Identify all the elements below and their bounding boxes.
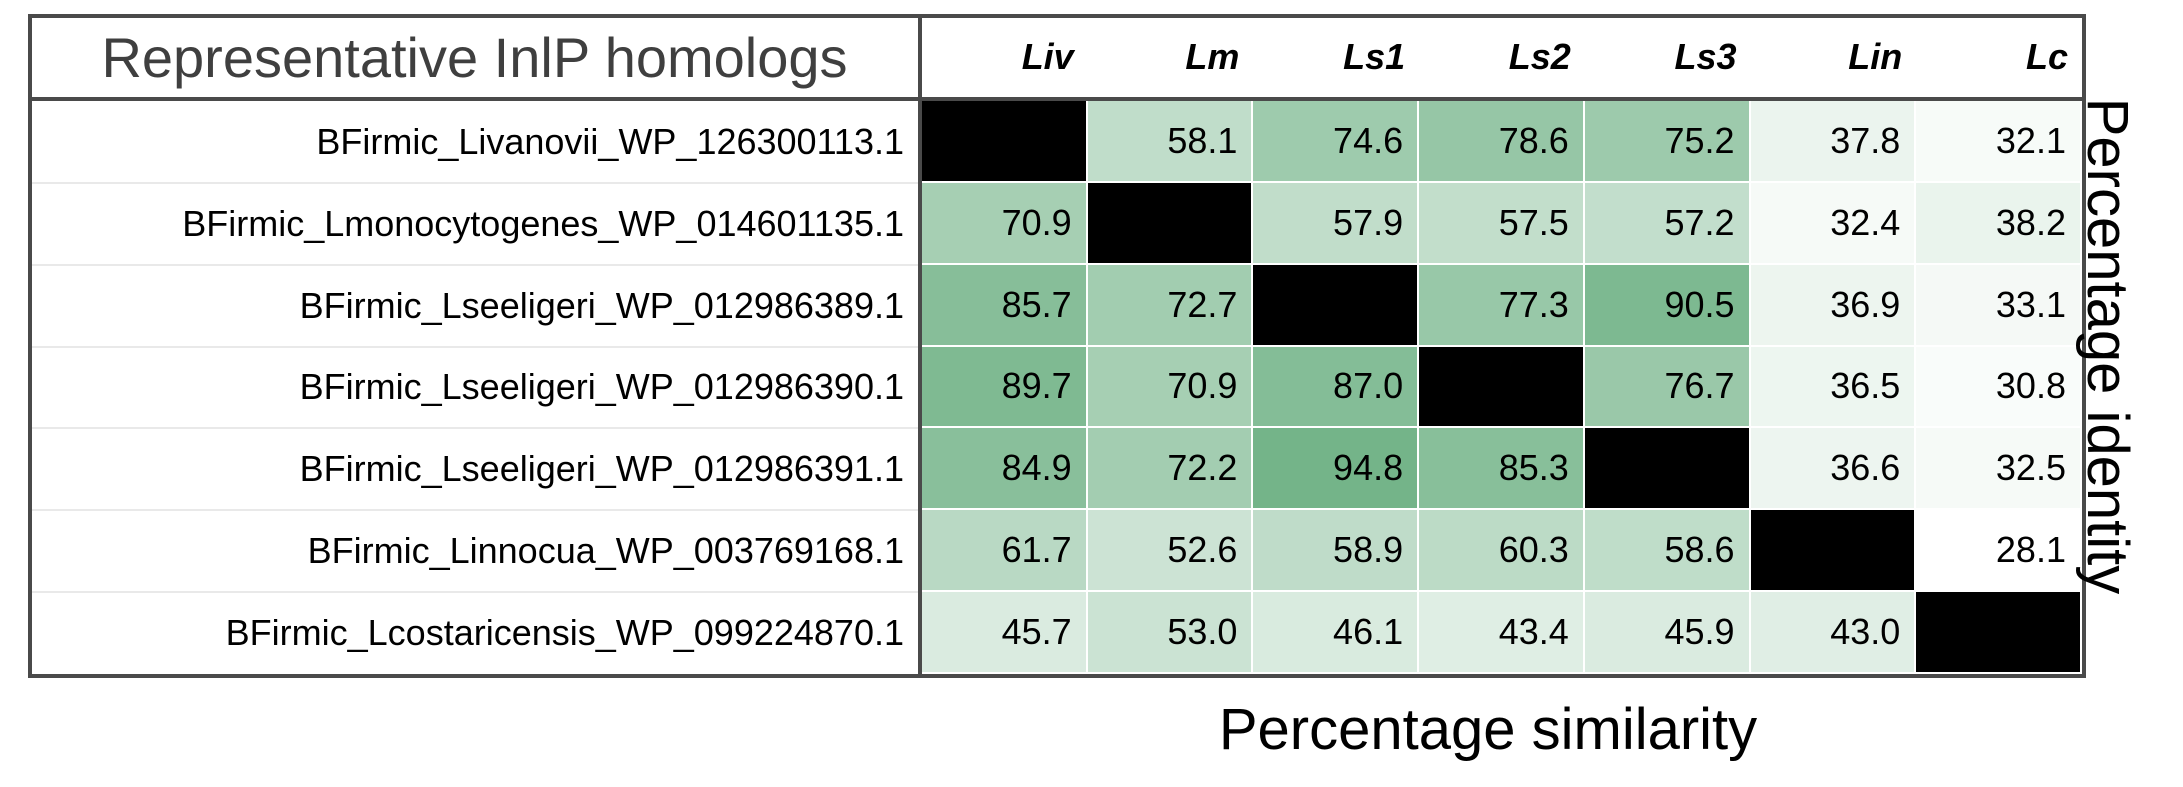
label-divider bbox=[918, 14, 922, 678]
column-header: Liv bbox=[1021, 36, 1074, 77]
diagonal-cell bbox=[1419, 346, 1585, 429]
table-title: Representative InlP homologs bbox=[101, 25, 848, 89]
heatmap-cell: 38.2 bbox=[1916, 182, 2082, 265]
row-label: BFirmic_Lseeligeri_WP_012986391.1 bbox=[299, 448, 904, 490]
row-divider bbox=[32, 591, 918, 594]
row-divider bbox=[32, 345, 918, 348]
heatmap-cell: 57.9 bbox=[1253, 182, 1420, 265]
heatmap-cell: 58.9 bbox=[1253, 510, 1420, 593]
heatmap-cell: 52.6 bbox=[1087, 510, 1254, 593]
heatmap-cell: 36.9 bbox=[1750, 264, 1917, 347]
heatmap-cell: 32.4 bbox=[1750, 182, 1917, 265]
heatmap-cell: 30.8 bbox=[1916, 346, 2082, 429]
heatmap-cell: 72.2 bbox=[1087, 428, 1254, 511]
column-header: Lin bbox=[1848, 36, 1903, 77]
row-label: BFirmic_Linnocua_WP_003769168.1 bbox=[307, 530, 904, 572]
column-header: Ls2 bbox=[1508, 36, 1571, 77]
heatmap-cell: 57.5 bbox=[1419, 182, 1585, 265]
row-label: BFirmic_Lseeligeri_WP_012986389.1 bbox=[299, 284, 904, 326]
heatmap-cell: 74.6 bbox=[1253, 101, 1420, 183]
heatmap-cell: 45.9 bbox=[1584, 592, 1751, 674]
diagonal-cell bbox=[1750, 510, 1917, 593]
heatmap-cell: 36.6 bbox=[1750, 428, 1917, 511]
heatmap-cell: 85.3 bbox=[1419, 428, 1585, 511]
row-divider bbox=[32, 181, 918, 184]
heatmap-cell: 78.6 bbox=[1419, 101, 1585, 183]
heatmap-cell: 70.9 bbox=[922, 182, 1088, 265]
row-label: BFirmic_Lmonocytogenes_WP_014601135.1 bbox=[182, 202, 904, 244]
heatmap-cell: 94.8 bbox=[1253, 428, 1420, 511]
column-header: Ls3 bbox=[1674, 36, 1737, 77]
header-divider bbox=[28, 97, 2086, 101]
heatmap-cell: 70.9 bbox=[1087, 346, 1254, 429]
row-label: BFirmic_Livanovii_WP_126300113.1 bbox=[316, 120, 904, 162]
heatmap-cell: 32.5 bbox=[1916, 428, 2082, 511]
heatmap-cell: 85.7 bbox=[922, 264, 1088, 347]
column-header: Lc bbox=[2025, 36, 2068, 77]
heatmap-cell: 58.1 bbox=[1087, 101, 1254, 183]
heatmap-cell: 46.1 bbox=[1253, 592, 1420, 674]
row-divider bbox=[32, 427, 918, 430]
heatmap-cell: 61.7 bbox=[922, 510, 1088, 593]
heatmap-cell: 58.6 bbox=[1584, 510, 1751, 593]
heatmap-cell: 77.3 bbox=[1419, 264, 1585, 347]
heatmap-cell: 37.8 bbox=[1750, 101, 1917, 183]
heatmap-cell: 60.3 bbox=[1419, 510, 1585, 593]
diagonal-cell bbox=[922, 101, 1088, 183]
heatmap-cell: 43.0 bbox=[1750, 592, 1917, 674]
heatmap-cell: 89.7 bbox=[922, 346, 1088, 429]
heatmap-cell: 84.9 bbox=[922, 428, 1088, 511]
y-axis-title: Percentage identity bbox=[2075, 97, 2141, 595]
column-header: Ls1 bbox=[1343, 36, 1406, 77]
heatmap-cell: 43.4 bbox=[1419, 592, 1585, 674]
diagonal-cell bbox=[1253, 264, 1420, 347]
diagonal-cell bbox=[1584, 428, 1751, 511]
heatmap-cell: 53.0 bbox=[1087, 592, 1254, 674]
diagonal-cell bbox=[1087, 182, 1254, 265]
diagonal-cell bbox=[1916, 592, 2082, 674]
heatmap-cell: 45.7 bbox=[922, 592, 1088, 674]
heatmap-cell: 87.0 bbox=[1253, 346, 1420, 429]
heatmap-cell: 28.1 bbox=[1916, 510, 2082, 593]
heatmap-cell: 33.1 bbox=[1916, 264, 2082, 347]
heatmap-cell: 75.2 bbox=[1584, 101, 1751, 183]
x-axis-title: Percentage similarity bbox=[1218, 696, 1758, 762]
row-divider bbox=[32, 509, 918, 512]
heatmap-cell: 72.7 bbox=[1087, 264, 1254, 347]
heatmap-cell: 57.2 bbox=[1584, 182, 1751, 265]
column-header: Lm bbox=[1185, 36, 1240, 77]
row-divider bbox=[32, 263, 918, 266]
heatmap-cell: 32.1 bbox=[1916, 101, 2082, 183]
heatmap-cell: 90.5 bbox=[1584, 264, 1751, 347]
row-label: BFirmic_Lseeligeri_WP_012986390.1 bbox=[299, 366, 904, 408]
heatmap-cell: 76.7 bbox=[1584, 346, 1751, 429]
heatmap-cell: 36.5 bbox=[1750, 346, 1917, 429]
table-frame bbox=[28, 14, 2086, 678]
row-label: BFirmic_Lcostaricensis_WP_099224870.1 bbox=[225, 612, 904, 654]
